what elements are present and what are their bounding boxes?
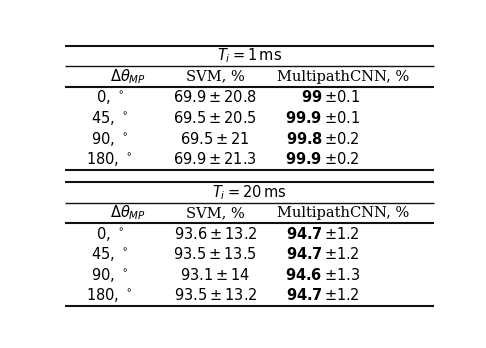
Text: $69.9 \pm 21.3$: $69.9 \pm 21.3$ [174,151,257,167]
Text: $90,\,^\circ$: $90,\,^\circ$ [91,129,128,148]
Text: $\pm 1.2$: $\pm 1.2$ [325,287,360,303]
Text: $0,\,^\circ$: $0,\,^\circ$ [96,88,124,106]
Text: $\mathbf{99.9}$: $\mathbf{99.9}$ [285,151,323,167]
Text: $\mathbf{94.7}$: $\mathbf{94.7}$ [286,246,323,262]
Text: $69.5 \pm 21$: $69.5 \pm 21$ [180,130,250,147]
Text: $180,\,^\circ$: $180,\,^\circ$ [87,286,133,304]
Text: $93.1 \pm 14$: $93.1 \pm 14$ [180,267,250,283]
Text: $\pm 1.2$: $\pm 1.2$ [325,226,360,242]
Text: $\mathbf{94.7}$: $\mathbf{94.7}$ [286,226,323,242]
Text: SVM, %: SVM, % [186,206,244,220]
Text: MultipathCNN, %: MultipathCNN, % [277,206,409,220]
Text: $93.5 \pm 13.2$: $93.5 \pm 13.2$ [174,287,257,303]
Text: $T_i = 1\,\mathrm{ms}$: $T_i = 1\,\mathrm{ms}$ [217,47,281,65]
Text: $\pm 0.2$: $\pm 0.2$ [325,130,360,147]
Text: $180,\,^\circ$: $180,\,^\circ$ [87,150,133,168]
Text: $\pm 1.2$: $\pm 1.2$ [325,246,360,262]
Text: $\mathbf{94.7}$: $\mathbf{94.7}$ [286,287,323,303]
Text: $45,\,^\circ$: $45,\,^\circ$ [91,245,128,263]
Text: $\pm 1.3$: $\pm 1.3$ [325,267,361,283]
Text: $\pm 0.1$: $\pm 0.1$ [325,110,361,126]
Text: $\mathbf{99.9}$: $\mathbf{99.9}$ [285,110,323,126]
Text: MultipathCNN, %: MultipathCNN, % [277,70,409,84]
Text: $0,\,^\circ$: $0,\,^\circ$ [96,224,124,243]
Text: $\mathbf{94.6}$: $\mathbf{94.6}$ [285,267,323,283]
Text: $\mathbf{99}$: $\mathbf{99}$ [301,89,323,105]
Text: $93.6 \pm 13.2$: $93.6 \pm 13.2$ [174,226,257,242]
Text: $\mathbf{99.8}$: $\mathbf{99.8}$ [286,130,323,147]
Text: SVM, %: SVM, % [186,70,244,84]
Text: $\pm 0.2$: $\pm 0.2$ [325,151,360,167]
Text: $45,\,^\circ$: $45,\,^\circ$ [91,109,128,127]
Text: $T_i = 20\,\mathrm{ms}$: $T_i = 20\,\mathrm{ms}$ [212,183,286,201]
Text: $90,\,^\circ$: $90,\,^\circ$ [91,266,128,284]
Text: $\pm 0.1$: $\pm 0.1$ [325,89,361,105]
Text: $\Delta\theta_{MP}$: $\Delta\theta_{MP}$ [110,204,146,222]
Text: $69.9 \pm 20.8$: $69.9 \pm 20.8$ [174,89,257,105]
Text: $69.5 \pm 20.5$: $69.5 \pm 20.5$ [174,110,257,126]
Text: $93.5 \pm 13.5$: $93.5 \pm 13.5$ [174,246,257,262]
Text: $\Delta\theta_{MP}$: $\Delta\theta_{MP}$ [110,68,146,86]
